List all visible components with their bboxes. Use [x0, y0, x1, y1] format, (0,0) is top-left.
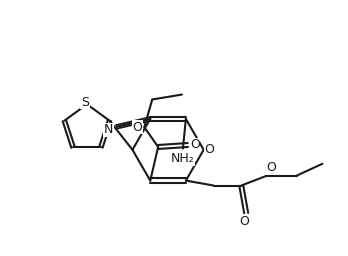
Text: O: O — [205, 143, 215, 156]
Text: O: O — [190, 138, 200, 152]
Text: N: N — [104, 123, 113, 136]
Text: O: O — [266, 161, 276, 174]
Text: O: O — [133, 121, 142, 134]
Text: O: O — [239, 215, 249, 228]
Text: S: S — [81, 96, 89, 109]
Text: NH₂: NH₂ — [171, 152, 195, 165]
